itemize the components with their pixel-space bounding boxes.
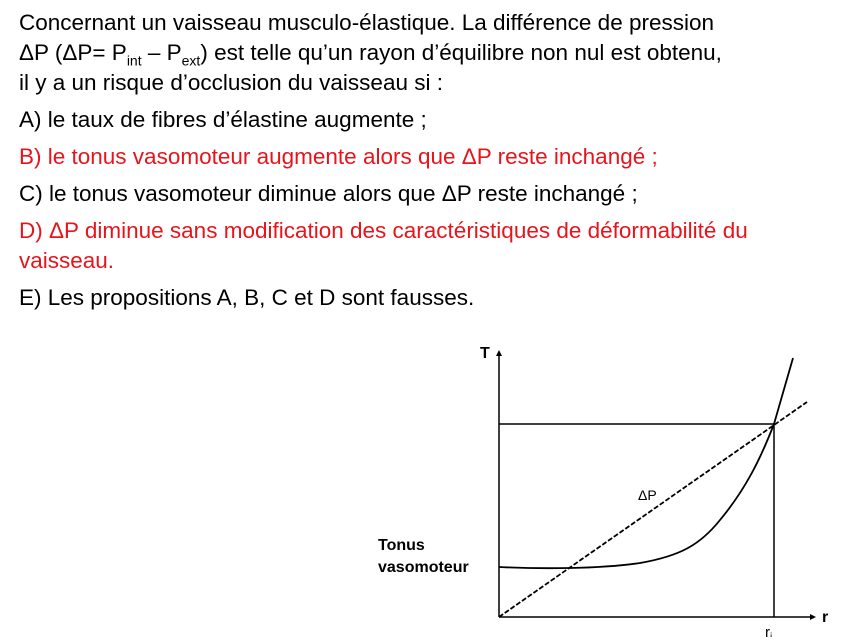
ri-tick-label: ri	[765, 624, 772, 637]
question: Concernant un vaisseau musculo-élastique…	[19, 8, 849, 313]
option-a: A) le taux de fibres d’élastine augmente…	[19, 107, 427, 132]
option-e: E) Les propositions A, B, C et D sont fa…	[19, 285, 475, 310]
delta-p-dashed-line	[498, 401, 808, 618]
option-b: B) le tonus vasomoteur augmente alors qu…	[19, 144, 658, 169]
delta-p-label: ΔP	[638, 487, 657, 503]
y-axis-label: T	[480, 345, 490, 362]
y-axis-arrow	[496, 350, 502, 356]
option-c: C) le tonus vasomoteur diminue alors que…	[19, 181, 638, 206]
option-d: D) ΔP diminue sans modification des cara…	[19, 218, 748, 273]
question-intro: Concernant un vaisseau musculo-élastique…	[19, 10, 722, 95]
x-axis-label: r	[822, 609, 828, 626]
x-axis-arrow	[810, 614, 816, 620]
tension-curve	[498, 357, 794, 570]
tonus-label: Tonus vasomoteur	[378, 537, 469, 576]
